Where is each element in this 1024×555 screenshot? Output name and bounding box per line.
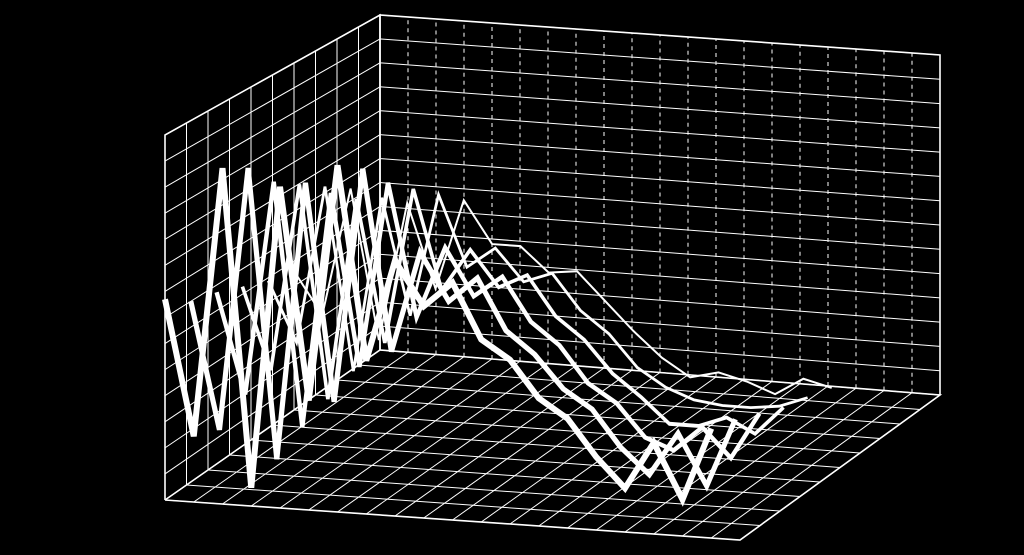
- chart-background: [0, 0, 1024, 555]
- 3d-line-chart: [0, 0, 1024, 555]
